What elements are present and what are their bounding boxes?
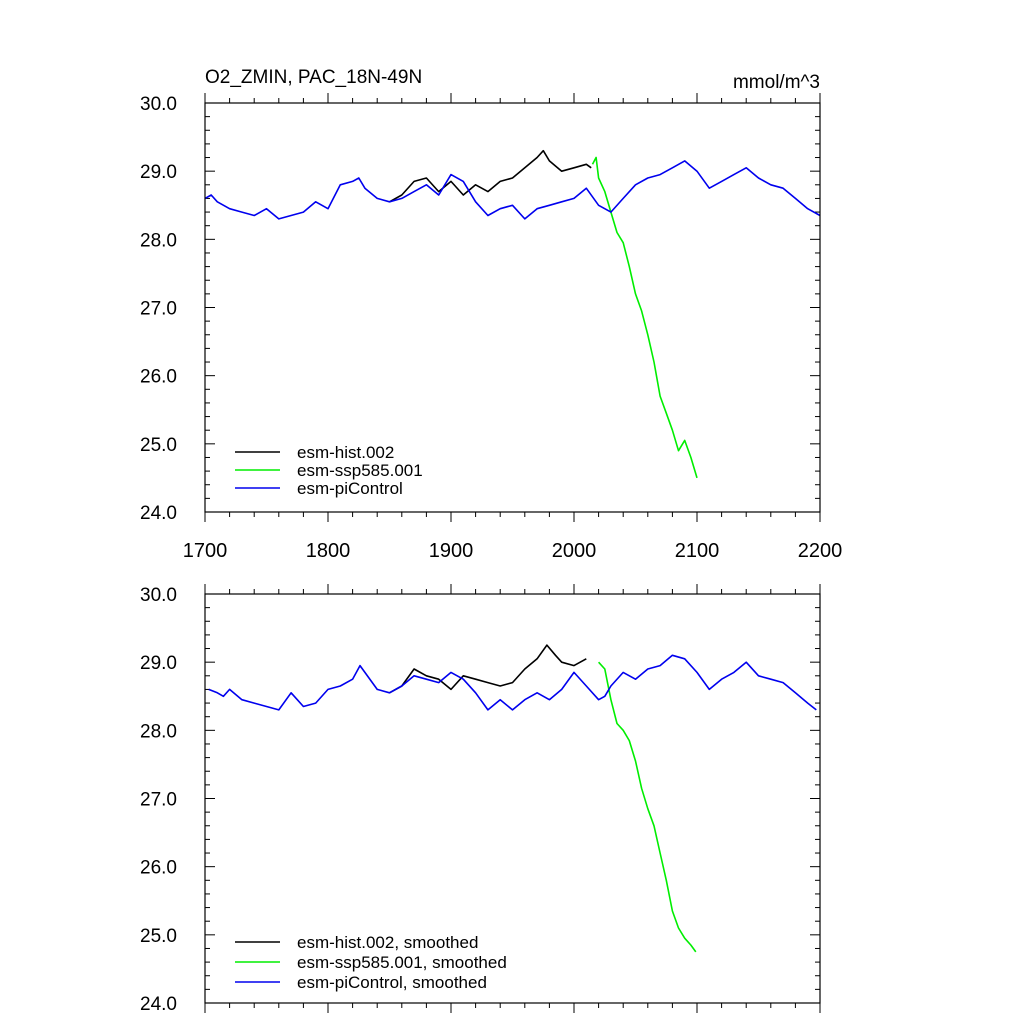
legend-label: esm-ssp585.001, smoothed bbox=[297, 953, 507, 972]
top-plot-frame bbox=[204, 102, 821, 513]
top-series-lines bbox=[204, 149, 821, 479]
series-line-esm-picontrol-smoothed bbox=[208, 654, 817, 711]
bottom-series-lines bbox=[208, 644, 817, 953]
series-line-esm-ssp585-001-smoothed bbox=[598, 661, 697, 953]
y-tick-label: 28.0 bbox=[140, 721, 177, 742]
bottom-panel: 24.0 25.0 26.0 27.0 28.0 29.0 30.0 esm-hist.00… bbox=[140, 584, 821, 1015]
series-line-esm-picontrol bbox=[204, 160, 821, 220]
legend-label: esm-piControl bbox=[297, 479, 403, 498]
top-panel: O2_ZMIN, PAC_18N-49N mmol/m^3 24.0 25.0 26… bbox=[140, 67, 842, 562]
x-tick-label: 1700 bbox=[183, 540, 228, 562]
legend-label: esm-hist.002, smoothed bbox=[297, 933, 478, 952]
y-tick-label: 30.0 bbox=[140, 585, 177, 606]
x-tick-label: 2000 bbox=[552, 540, 597, 562]
y-tick-label: 24.0 bbox=[140, 503, 177, 524]
y-tick-label: 27.0 bbox=[140, 299, 177, 320]
x-tick-label: 2100 bbox=[675, 540, 720, 562]
y-tick-label: 26.0 bbox=[140, 858, 177, 879]
x-tick-label: 2200 bbox=[798, 540, 843, 562]
series-line-esm-hist-002 bbox=[389, 149, 592, 203]
bottom-plot-frame bbox=[204, 593, 821, 1004]
legend-label: esm-hist.002 bbox=[297, 443, 394, 462]
y-tick-label: 29.0 bbox=[140, 653, 177, 674]
y-tick-label: 25.0 bbox=[140, 435, 177, 456]
series-line-esm-ssp585-001 bbox=[591, 156, 698, 479]
y-tick-label: 30.0 bbox=[140, 94, 177, 115]
y-tick-label: 26.0 bbox=[140, 367, 177, 388]
series-line-esm-hist-002-smoothed bbox=[389, 644, 587, 694]
legend-label: esm-piControl, smoothed bbox=[297, 973, 487, 992]
y-tick-label: 25.0 bbox=[140, 926, 177, 947]
x-tick-label: 1800 bbox=[306, 540, 351, 562]
units-label: mmol/m^3 bbox=[733, 72, 820, 93]
y-tick-label: 29.0 bbox=[140, 162, 177, 183]
legend-label: esm-ssp585.001 bbox=[297, 461, 423, 480]
y-tick-label: 28.0 bbox=[140, 230, 177, 251]
bottom-axes: 24.0 25.0 26.0 27.0 28.0 29.0 30.0 bbox=[140, 584, 821, 1015]
y-tick-label: 27.0 bbox=[140, 790, 177, 811]
top-axes: 24.0 25.0 26.0 27.0 28.0 29.0 30.0 1700 1800 1900… bbox=[140, 93, 842, 562]
y-tick-label: 24.0 bbox=[140, 994, 177, 1015]
chart-title: O2_ZMIN, PAC_18N-49N bbox=[205, 67, 422, 88]
x-tick-label: 1900 bbox=[429, 540, 474, 562]
